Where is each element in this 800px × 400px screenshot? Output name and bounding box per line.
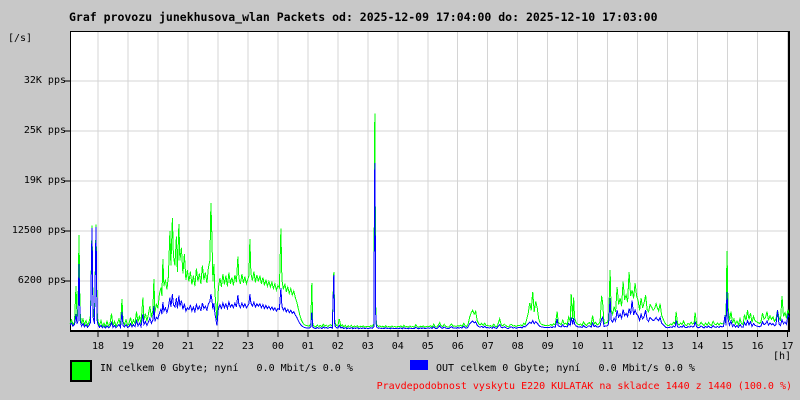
y-axis-tick-label: 25K pps bbox=[23, 125, 66, 136]
x-axis-tick-label: 13 bbox=[661, 341, 674, 352]
x-axis-tick-label: 21 bbox=[181, 341, 194, 352]
x-axis-tick-label: 10 bbox=[571, 341, 584, 352]
y-axis-unit-label: [/s] bbox=[8, 33, 33, 44]
series-in-line bbox=[69, 113, 790, 329]
availability-status-text: Pravdepodobnost vyskytu E220 KULATAK na … bbox=[376, 381, 792, 392]
x-axis-tick-label: 02 bbox=[331, 341, 344, 352]
legend-in-label: IN celkem 0 Gbyte; nyní 0.0 Mbit/s 0.0 % bbox=[100, 363, 353, 374]
x-axis-tick-label: 17 bbox=[781, 341, 794, 352]
x-axis-tick-label: 00 bbox=[271, 341, 284, 352]
legend-out-swatch bbox=[410, 360, 428, 370]
x-axis-tick-label: 03 bbox=[361, 341, 374, 352]
legend-out-label: OUT celkem 0 Gbyte; nyní 0.0 Mbit/s 0.0 … bbox=[436, 363, 695, 374]
x-axis-tick-label: 20 bbox=[151, 341, 164, 352]
x-axis-tick-label: 04 bbox=[391, 341, 404, 352]
y-axis-tick-label: 6200 pps bbox=[17, 275, 66, 286]
x-axis-tick-label: 14 bbox=[691, 341, 704, 352]
x-axis-tick-label: 06 bbox=[451, 341, 464, 352]
x-axis-tick-label: 05 bbox=[421, 341, 434, 352]
x-axis-tick-label: 07 bbox=[481, 341, 494, 352]
x-axis-tick-label: 01 bbox=[301, 341, 314, 352]
legend-in-swatch bbox=[70, 360, 92, 382]
y-axis-tick-label: 32K pps bbox=[23, 75, 66, 86]
graph-title: Graf provozu junekhusova_wlan Packets od… bbox=[69, 10, 658, 24]
x-axis-tick-label: 12 bbox=[631, 341, 644, 352]
x-axis-tick-label: 09 bbox=[541, 341, 554, 352]
y-axis-tick-label: 12500 pps bbox=[11, 225, 66, 236]
series-out-line bbox=[69, 162, 790, 330]
x-axis-tick-label: 15 bbox=[721, 341, 734, 352]
x-axis-tick-label: 08 bbox=[511, 341, 524, 352]
x-axis-tick-label: 18 bbox=[91, 341, 104, 352]
y-axis-tick-label: 19K pps bbox=[23, 175, 66, 186]
x-axis-tick-label: 11 bbox=[601, 341, 614, 352]
x-axis-tick-label: 23 bbox=[241, 341, 254, 352]
x-axis-unit-label: [h] bbox=[773, 351, 792, 362]
x-axis-tick-label: 16 bbox=[751, 341, 764, 352]
x-axis-tick-label: 19 bbox=[121, 341, 134, 352]
x-axis-tick-label: 22 bbox=[211, 341, 224, 352]
